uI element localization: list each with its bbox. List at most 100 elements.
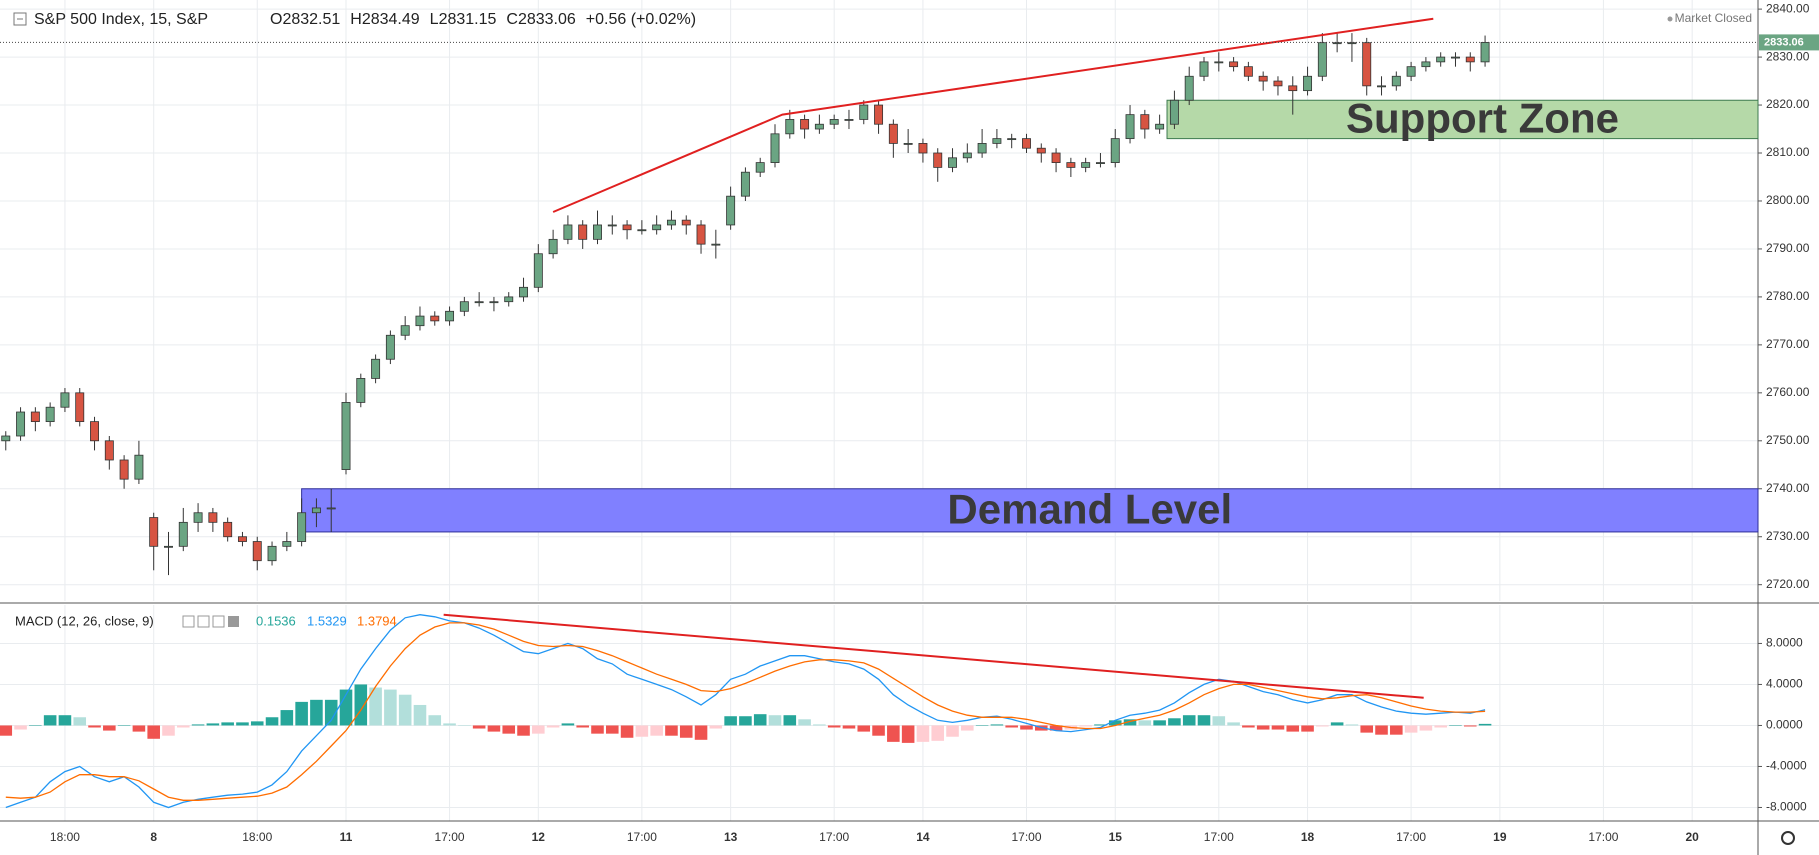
histogram-bar <box>413 704 427 726</box>
candle-body <box>696 224 706 245</box>
macd-settings-button[interactable] <box>197 615 210 628</box>
histogram-bar <box>1049 725 1063 731</box>
candle-body <box>755 162 765 173</box>
y-tick-label: 2800.00 <box>1766 193 1810 207</box>
x-tick-label: 18:00 <box>242 830 272 844</box>
histogram-bar <box>605 725 619 734</box>
histogram-bar <box>591 725 604 734</box>
histogram-bar <box>1390 725 1403 735</box>
histogram-bar <box>1404 725 1418 733</box>
histogram-bar <box>1316 725 1329 727</box>
histogram-bar <box>250 721 264 726</box>
histogram-bar <box>1182 715 1196 726</box>
histogram-bar <box>1153 720 1166 726</box>
candle-body <box>1347 42 1357 45</box>
candle-body <box>918 143 928 154</box>
candle-body <box>1051 152 1061 164</box>
candle-body <box>977 143 987 154</box>
candle-body <box>933 152 943 168</box>
histogram-bar <box>206 723 220 726</box>
histogram-bar <box>1419 725 1433 731</box>
histogram-bar <box>221 722 234 726</box>
candle-body <box>1243 66 1253 77</box>
candle-body <box>578 224 588 240</box>
histogram-bar <box>1345 724 1359 726</box>
candle-body <box>489 301 499 304</box>
candle-body <box>237 536 247 542</box>
candle-body <box>800 119 810 130</box>
histogram-bar <box>1449 725 1462 726</box>
x-tick-label: 8 <box>150 830 157 844</box>
settings-gear[interactable] <box>1781 831 1795 845</box>
histogram-bar <box>29 725 42 726</box>
candle-body <box>948 157 957 168</box>
candle-body <box>104 440 114 461</box>
histogram-bar <box>679 725 693 738</box>
macd-remove-button[interactable] <box>228 616 239 627</box>
histogram-bar <box>842 725 856 729</box>
candle-body <box>1 435 11 442</box>
candle-body <box>149 517 159 547</box>
candle-body <box>119 459 129 480</box>
histogram-bar <box>339 689 353 726</box>
zone <box>1166 99 1759 140</box>
histogram-bar <box>724 716 737 726</box>
macd-source-button[interactable] <box>212 615 225 628</box>
y-tick-label: 0.0000 <box>1766 718 1803 732</box>
candle-body <box>874 104 884 125</box>
trendline <box>552 17 1434 213</box>
x-tick-label: 14 <box>916 830 930 844</box>
y-tick-label: 2740.00 <box>1766 481 1810 495</box>
collapse-button[interactable] <box>13 12 27 26</box>
histogram-bar <box>472 725 486 729</box>
histogram-bar <box>517 725 530 736</box>
zone-label: Demand Level <box>947 485 1232 532</box>
macd-line <box>5 622 1486 801</box>
histogram-bar <box>502 725 516 734</box>
candle-body <box>829 119 839 125</box>
candle-body <box>859 104 869 120</box>
candle-body <box>1303 75 1313 92</box>
macd-visibility-button[interactable] <box>182 615 195 628</box>
candle-body <box>282 541 292 547</box>
trendline <box>443 613 1424 699</box>
histogram-bar <box>1227 722 1240 726</box>
x-tick-label: 13 <box>724 830 738 844</box>
histogram-bar <box>1108 720 1122 726</box>
histogram-bar <box>295 701 308 726</box>
candle-body <box>814 123 824 130</box>
x-tick-label: 17:00 <box>1588 830 1618 844</box>
histogram-bar <box>872 725 885 736</box>
candle-body <box>1140 114 1150 130</box>
x-tick-label: 20 <box>1685 830 1699 844</box>
y-tick-label: 2820.00 <box>1766 97 1810 111</box>
histogram-bar <box>813 724 826 726</box>
histogram-bar <box>0 725 13 736</box>
candle-body <box>134 454 144 480</box>
candle-body <box>60 392 70 408</box>
y-tick-label: 8.0000 <box>1766 636 1803 650</box>
histogram-bar <box>384 689 397 726</box>
histogram-bar <box>1197 715 1211 726</box>
candle-body <box>903 143 913 145</box>
histogram-bar <box>324 699 338 726</box>
candle-body <box>45 406 55 423</box>
candle-body <box>740 171 750 197</box>
candle-body <box>1288 85 1298 92</box>
candle-body <box>1465 56 1475 63</box>
candle-body <box>1007 138 1017 141</box>
x-tick-label: 17:00 <box>627 830 657 844</box>
histogram-bar <box>650 725 663 736</box>
histogram-bar <box>709 725 723 729</box>
candle-body <box>178 521 188 547</box>
candle-body <box>1022 138 1031 149</box>
histogram-bar <box>961 725 974 731</box>
candle-body <box>844 119 854 121</box>
candle-body <box>1480 42 1490 63</box>
candle-body <box>607 224 617 227</box>
candle-body <box>252 541 262 562</box>
y-tick-label: 4.0000 <box>1766 677 1803 691</box>
candle-body <box>1155 123 1165 130</box>
candle-body <box>311 507 321 514</box>
candle-body <box>652 224 662 231</box>
